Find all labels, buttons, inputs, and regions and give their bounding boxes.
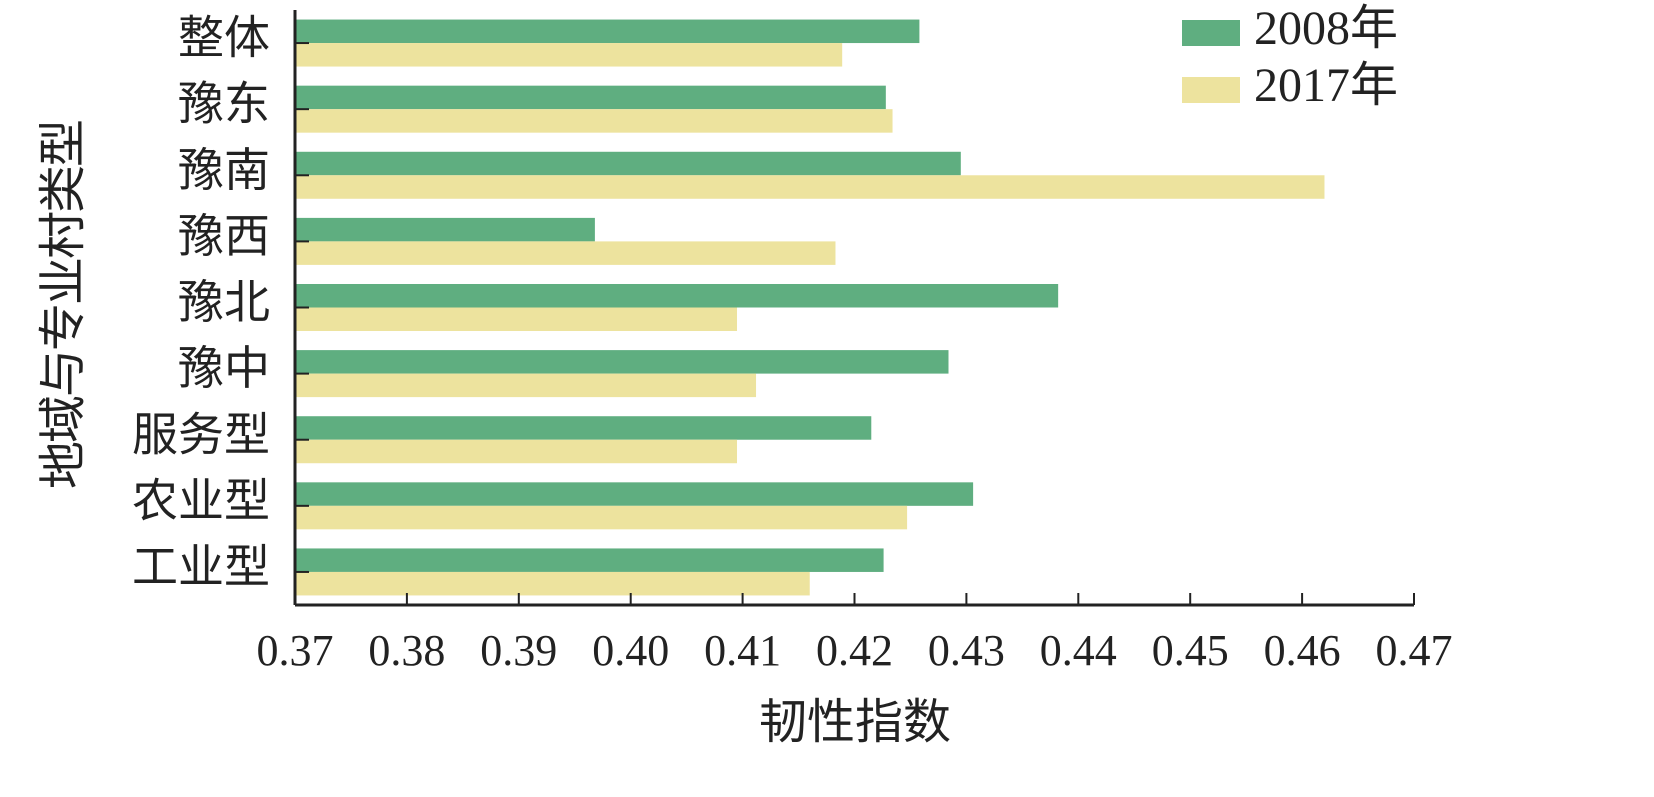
- x-tick-label: 0.37: [257, 626, 334, 675]
- x-tick-label: 0.44: [1040, 626, 1117, 675]
- bar: [295, 350, 949, 374]
- y-tick-label: 豫南: [178, 145, 270, 196]
- bar: [295, 43, 843, 67]
- legend-label: 2017年: [1254, 59, 1398, 112]
- x-tick-label: 0.39: [480, 626, 557, 675]
- y-tick-label: 服务型: [132, 409, 270, 460]
- y-tick-label: 豫东: [178, 79, 270, 130]
- bar: [295, 307, 738, 331]
- bar: [295, 439, 738, 464]
- bar: [295, 19, 920, 44]
- x-tick-label: 0.47: [1376, 626, 1453, 675]
- x-tick-label: 0.42: [816, 626, 893, 675]
- x-tick-label: 0.41: [704, 626, 781, 675]
- bar: [295, 571, 810, 596]
- bar: [295, 548, 884, 572]
- y-tick-label: 豫西: [178, 211, 270, 262]
- bar: [295, 416, 872, 440]
- bar: [295, 217, 595, 242]
- bar: [295, 284, 1059, 308]
- bar: [295, 85, 886, 110]
- bar: [295, 505, 908, 530]
- x-tick-label: 0.46: [1264, 626, 1341, 675]
- y-tick-label: 农业型: [132, 475, 270, 526]
- x-tick-label: 0.38: [368, 626, 445, 675]
- bar: [295, 175, 1325, 199]
- x-tick-label: 0.43: [928, 626, 1005, 675]
- legend-swatch: [1182, 77, 1240, 103]
- bar: [295, 151, 961, 176]
- bar: [295, 482, 974, 506]
- legend-label: 2008年: [1254, 2, 1398, 55]
- bar: [295, 373, 757, 398]
- x-axis-title: 韧性指数: [759, 696, 951, 749]
- y-tick-label: 豫中: [178, 343, 270, 394]
- x-tick-label: 0.40: [592, 626, 669, 675]
- y-axis-title: 地域与专业村类型: [37, 121, 90, 489]
- bar: [295, 241, 836, 265]
- y-tick-label: 整体: [178, 13, 270, 64]
- y-tick-label: 工业型: [132, 542, 270, 593]
- x-tick-label: 0.45: [1152, 626, 1229, 675]
- y-tick-label: 豫北: [178, 277, 270, 328]
- bar: [295, 109, 893, 133]
- legend-swatch: [1182, 20, 1240, 46]
